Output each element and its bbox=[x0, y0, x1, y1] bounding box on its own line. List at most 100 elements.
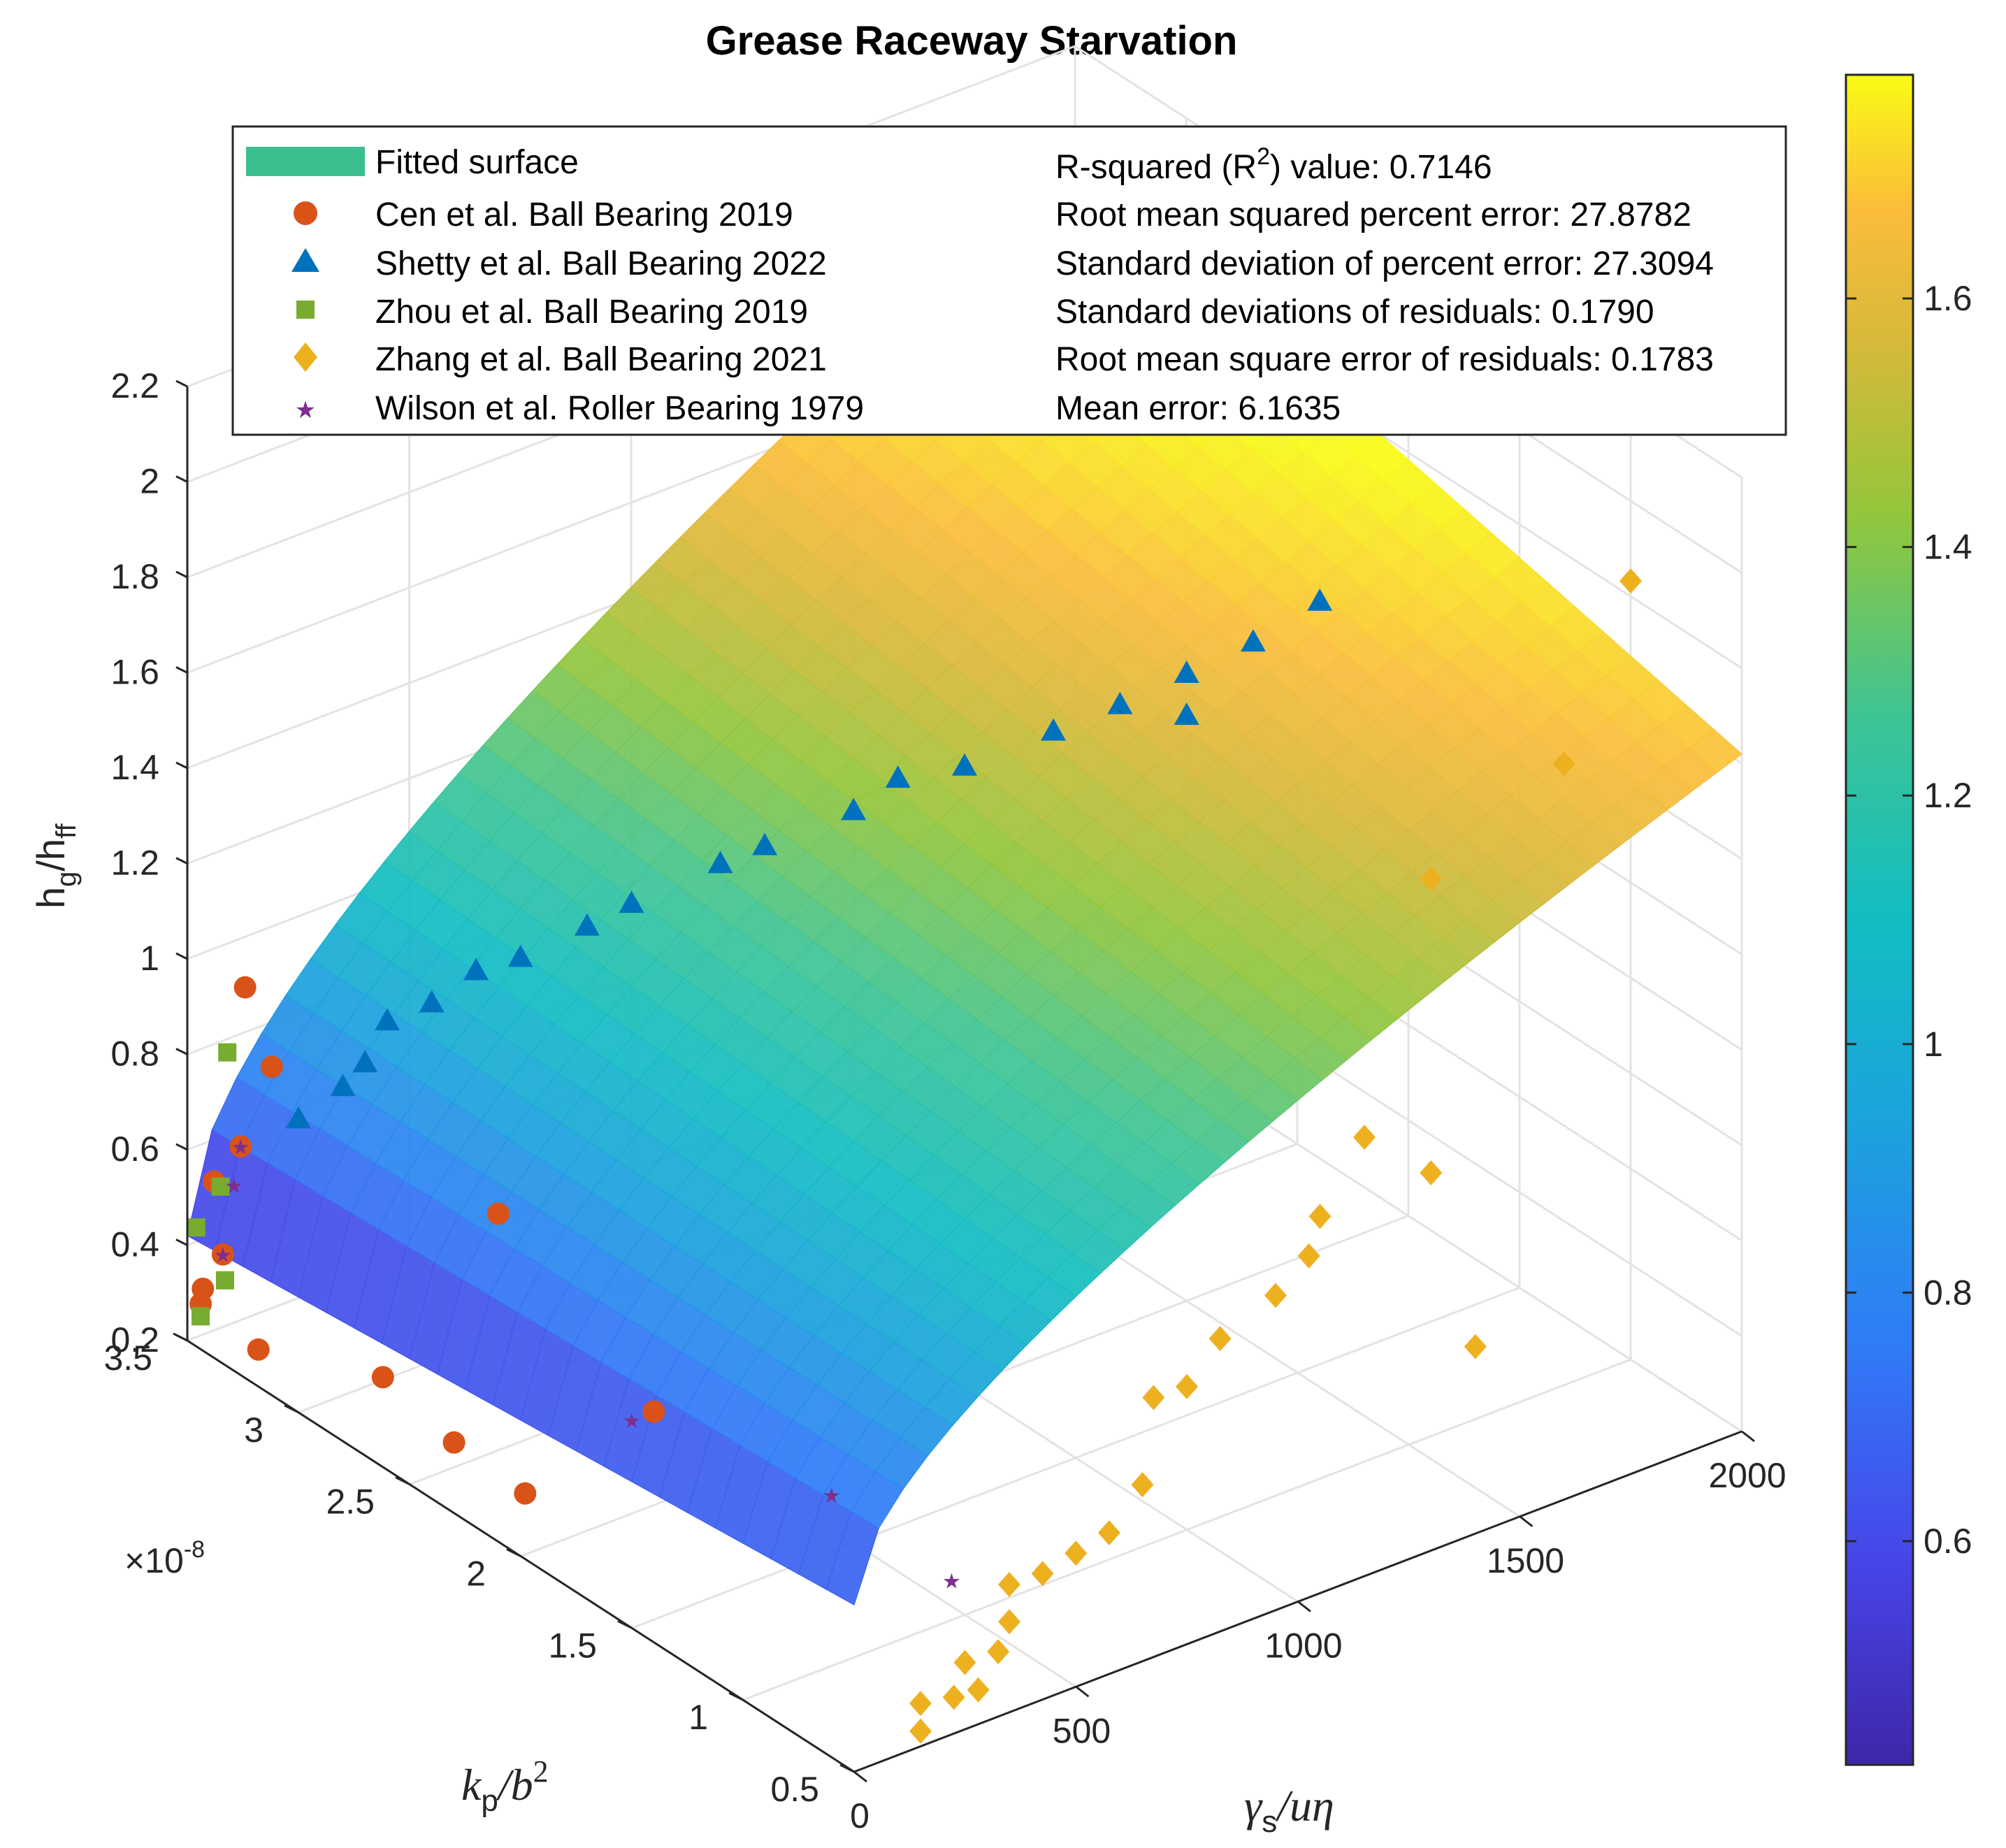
data-point bbox=[1308, 1204, 1332, 1229]
data-point bbox=[192, 1307, 210, 1326]
stats-line-3: Standard deviations of residuals: 0.1790 bbox=[1055, 294, 1654, 331]
z-tick-label: 1.6 bbox=[110, 653, 159, 692]
data-point bbox=[998, 1609, 1020, 1635]
colorbar-gradient bbox=[1845, 73, 1914, 1766]
colorbar-tick-label: 0.8 bbox=[1924, 1273, 1972, 1312]
data-point bbox=[707, 851, 733, 874]
data-point: ★ bbox=[224, 1174, 243, 1199]
data-point bbox=[371, 1366, 394, 1389]
stats-line-5: Mean error: 6.1635 bbox=[1055, 390, 1341, 427]
data-point: ★ bbox=[822, 1484, 841, 1508]
legend-box bbox=[231, 125, 1787, 436]
data-point bbox=[841, 797, 867, 821]
legend-marker-diamond bbox=[294, 342, 317, 372]
grid-line-x bbox=[742, 1358, 1631, 1701]
chart-title: Grease Raceway Starvation bbox=[706, 18, 1238, 64]
axes: 0.2 0.4 0.6 0.8 1 1.2 1.4 1.6 1.8 2 2.2 3.5 3 2.5 2 1.5… bbox=[103, 366, 1786, 1835]
data-point bbox=[953, 1650, 976, 1675]
x-tick bbox=[173, 1332, 188, 1342]
x-exponent-label: ×10-8 bbox=[124, 1536, 205, 1580]
y-tick bbox=[1297, 1601, 1311, 1612]
legend-marker-triangle bbox=[291, 248, 319, 272]
series-triangle bbox=[285, 588, 1333, 1129]
series-circle bbox=[189, 976, 665, 1505]
y-tick-label: 500 bbox=[1053, 1711, 1111, 1750]
data-point bbox=[352, 1050, 378, 1073]
data-point bbox=[752, 832, 778, 856]
z-tick-label: 1 bbox=[140, 939, 159, 978]
data-point bbox=[330, 1074, 356, 1097]
data-point bbox=[419, 990, 445, 1013]
legend-marker-square bbox=[296, 301, 315, 319]
data-point bbox=[952, 753, 977, 776]
colorbar-tick-label: 1.2 bbox=[1924, 776, 1972, 815]
legend: Fitted surface Cen et al. Ball Bearing 2… bbox=[231, 125, 1787, 436]
y-tick bbox=[1075, 1686, 1090, 1698]
data-point bbox=[507, 944, 533, 967]
z-tick bbox=[175, 380, 188, 388]
data-point bbox=[987, 1639, 1010, 1665]
y-tick bbox=[853, 1770, 867, 1783]
legend-marker-star: ★ bbox=[295, 396, 316, 424]
data-point bbox=[1176, 1373, 1198, 1399]
z-tick bbox=[175, 570, 188, 579]
z-tick bbox=[175, 475, 188, 483]
data-point bbox=[1097, 1520, 1120, 1546]
z-tick bbox=[175, 1239, 188, 1246]
data-point bbox=[1174, 702, 1199, 726]
data-point bbox=[942, 1684, 965, 1710]
data-point bbox=[642, 1400, 665, 1423]
z-tick-label: 2.2 bbox=[110, 366, 159, 405]
series-star: ★ ★ ★ ★ ★ ★ bbox=[213, 1135, 961, 1594]
legend-marker-circle bbox=[294, 201, 317, 225]
z-tick-label: 0.8 bbox=[110, 1034, 159, 1074]
x-axis-label: kp/b2 bbox=[461, 1754, 549, 1818]
y-tick bbox=[1741, 1430, 1755, 1443]
data-point bbox=[885, 765, 911, 788]
colorbar-tick-label: 1.6 bbox=[1924, 279, 1972, 318]
svg-text:γs/uη: γs/uη bbox=[1244, 1781, 1334, 1839]
stats-r-squared: R-squared (R2) value: 0.7146 bbox=[1055, 143, 1492, 186]
data-point bbox=[260, 1055, 283, 1078]
data-point bbox=[375, 1008, 400, 1031]
data-point bbox=[1131, 1472, 1154, 1498]
stats-line-2: Standard deviation of percent error: 27.… bbox=[1055, 245, 1714, 282]
colorbar: 0.6 0.8 1 1.2 1.4 1.6 bbox=[1845, 73, 1972, 1766]
data-point bbox=[1041, 718, 1067, 741]
legend-label-1: Cen et al. Ball Bearing 2019 bbox=[375, 196, 793, 233]
z-tick bbox=[175, 1048, 188, 1055]
grid-line-x bbox=[631, 1286, 1520, 1629]
x-tick bbox=[506, 1548, 521, 1557]
stats-line-4: Root mean square error of residuals: 0.1… bbox=[1055, 341, 1714, 378]
legend-swatch-surface bbox=[246, 147, 365, 176]
z-tick-label: 2 bbox=[140, 462, 159, 501]
x-tick bbox=[728, 1691, 744, 1701]
surface-patch bbox=[1689, 729, 1742, 773]
legend-label-0: Fitted surface bbox=[375, 144, 579, 181]
z-tick bbox=[175, 666, 188, 674]
data-point bbox=[233, 976, 257, 999]
x-tick-label: 3.5 bbox=[103, 1338, 152, 1378]
data-point: ★ bbox=[622, 1409, 641, 1434]
data-point bbox=[967, 1677, 990, 1703]
data-point bbox=[909, 1691, 932, 1717]
x-tick bbox=[839, 1763, 855, 1773]
z-tick bbox=[175, 761, 188, 770]
data-point: ★ bbox=[213, 1243, 232, 1268]
data-point bbox=[1420, 1160, 1443, 1185]
data-point bbox=[1420, 866, 1443, 892]
data-point bbox=[1353, 1125, 1376, 1150]
x-tick-label: 2.5 bbox=[326, 1482, 375, 1522]
data-point bbox=[619, 890, 644, 914]
y-tick-label: 1500 bbox=[1487, 1541, 1564, 1580]
y-tick bbox=[1519, 1515, 1534, 1527]
z-tick-label: 1.4 bbox=[110, 748, 159, 787]
data-points: ★ ★ ★ ★ ★ ★ bbox=[187, 568, 1643, 1744]
legend-label-3: Zhou et al. Ball Bearing 2019 bbox=[375, 294, 808, 331]
z-tick-label: 1.2 bbox=[110, 844, 159, 883]
data-point bbox=[211, 1177, 230, 1196]
data-point bbox=[1297, 1243, 1320, 1269]
x-tick-label: 1.5 bbox=[548, 1626, 597, 1665]
data-point bbox=[1307, 588, 1333, 611]
data-point bbox=[218, 1043, 237, 1062]
